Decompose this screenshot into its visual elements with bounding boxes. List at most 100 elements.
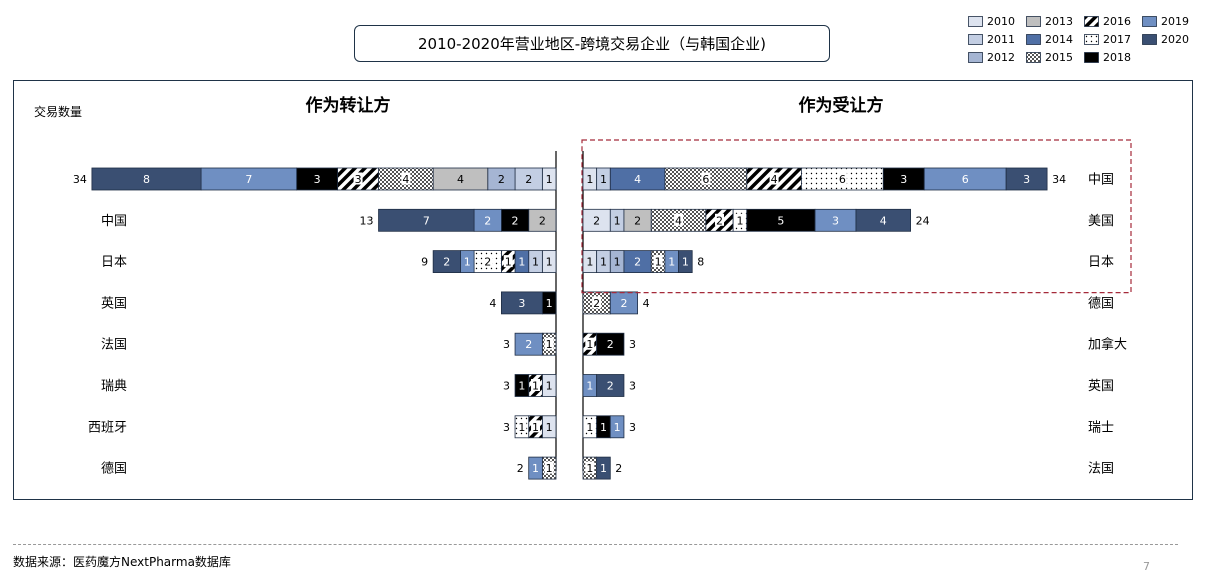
row-total-label: 34 (73, 173, 87, 186)
legend-item-2020: 2020 (1142, 33, 1189, 46)
segment-value-label: 1 (518, 256, 525, 269)
segment-value-label: 4 (457, 173, 464, 186)
label-plate (592, 296, 602, 309)
segment-value-label: 1 (546, 338, 553, 351)
segment-value-label: 3 (1023, 173, 1030, 186)
category-label: 英国 (101, 296, 127, 311)
label-plate (531, 420, 541, 433)
row-total-label: 2 (615, 462, 622, 475)
segment-value-label: 4 (771, 173, 778, 186)
category-label: 瑞典 (101, 379, 127, 394)
segment-value-label: 1 (532, 256, 539, 269)
legend-label: 2017 (1103, 33, 1131, 46)
segment-value-label: 6 (839, 173, 846, 186)
legend-label: 2011 (987, 33, 1015, 46)
segment-value-label: 1 (546, 462, 553, 475)
row-total-label: 13 (360, 214, 374, 227)
segment-value-label: 8 (143, 173, 150, 186)
bar-segment (378, 208, 475, 232)
segment-value-label: 3 (900, 173, 907, 186)
segment-value-label: 1 (518, 421, 525, 434)
label-plate (769, 172, 779, 185)
segment-value-label: 1 (614, 421, 621, 434)
segment-value-label: 7 (423, 214, 430, 227)
bar-segment (596, 332, 625, 356)
bar-segment (596, 374, 625, 397)
category-label: 西班牙 (88, 420, 127, 435)
legend-label: 2014 (1045, 33, 1073, 46)
bar-segment (514, 332, 543, 356)
segment-value-label: 2 (634, 256, 641, 269)
row-total-label: 3 (503, 380, 510, 393)
category-label: 日本 (101, 255, 127, 270)
segment-value-label: 3 (832, 214, 839, 227)
category-label: 中国 (1088, 173, 1114, 188)
segment-value-label: 2 (539, 214, 546, 227)
category-label: 瑞士 (1088, 420, 1114, 435)
label-plate (401, 172, 411, 185)
category-label: 美国 (1088, 214, 1114, 229)
footer-divider (13, 544, 1178, 545)
segment-value-label: 1 (546, 421, 553, 434)
segment-value-label: 1 (532, 380, 539, 393)
category-label: 加拿大 (1088, 337, 1127, 353)
legend-swatch (1142, 34, 1157, 45)
segment-value-label: 4 (634, 173, 641, 186)
legend-label: 2018 (1103, 51, 1131, 64)
segment-value-label: 4 (880, 214, 887, 227)
row-total-label: 3 (629, 338, 636, 351)
legend-swatch (1084, 34, 1099, 45)
segment-value-label: 2 (484, 214, 491, 227)
row-total-label: 4 (643, 297, 650, 310)
legend-swatch (1026, 16, 1041, 27)
legend-label: 2016 (1103, 15, 1131, 28)
segment-value-label: 1 (505, 256, 512, 269)
page-number: 7 (1143, 560, 1150, 573)
bar-segment (855, 208, 911, 232)
segment-value-label: 2 (716, 214, 723, 227)
segment-value-label: 1 (532, 421, 539, 434)
label-plate (517, 420, 527, 433)
segment-value-label: 5 (777, 214, 784, 227)
segment-value-label: 2 (443, 256, 450, 269)
segment-value-label: 1 (546, 380, 553, 393)
segment-value-label: 2 (593, 297, 600, 310)
label-plate (674, 213, 684, 226)
legend-item-2016: 2016 (1084, 15, 1131, 28)
segment-value-label: 2 (607, 380, 614, 393)
label-plate (531, 379, 541, 391)
legend-swatch (1026, 34, 1041, 45)
legend-label: 2012 (987, 51, 1015, 64)
chart-title: 2010-2020年营业地区-跨境交易企业（与韩国企业) (354, 25, 830, 62)
row-total-label: 8 (697, 256, 704, 269)
legend-swatch (1026, 52, 1041, 63)
legend-item-2018: 2018 (1084, 51, 1131, 64)
segment-value-label: 1 (600, 462, 607, 475)
label-plate (544, 337, 554, 350)
legend-swatch (968, 16, 983, 27)
highlight-box (581, 139, 1132, 294)
chart-frame: 交易数量作为转让方美国12244337834中国222713日本11112129… (13, 80, 1193, 500)
label-plate (715, 213, 724, 226)
row-total-label: 34 (1052, 173, 1066, 186)
legend-item-2010: 2010 (968, 15, 1015, 28)
row-total-label: 3 (503, 338, 510, 351)
segment-value-label: 1 (614, 214, 621, 227)
segment-value-label: 2 (525, 338, 532, 351)
bar-segment (596, 456, 611, 480)
segment-value-label: 2 (525, 173, 532, 186)
legend-item-2017: 2017 (1084, 33, 1131, 46)
bar-segment (91, 167, 202, 191)
segment-value-label: 1 (600, 173, 607, 186)
segment-value-label: 2 (512, 214, 519, 227)
label-plate (585, 461, 595, 474)
legend-label: 2013 (1045, 15, 1073, 28)
row-total-label: 2 (517, 462, 524, 475)
legend-item-2014: 2014 (1026, 33, 1073, 46)
category-label: 法国 (101, 338, 127, 353)
row-total-label: 3 (629, 380, 636, 393)
bar-segment (500, 291, 543, 315)
segment-value-label: 1 (518, 380, 525, 393)
label-plate (353, 172, 363, 185)
label-plate (544, 461, 554, 474)
